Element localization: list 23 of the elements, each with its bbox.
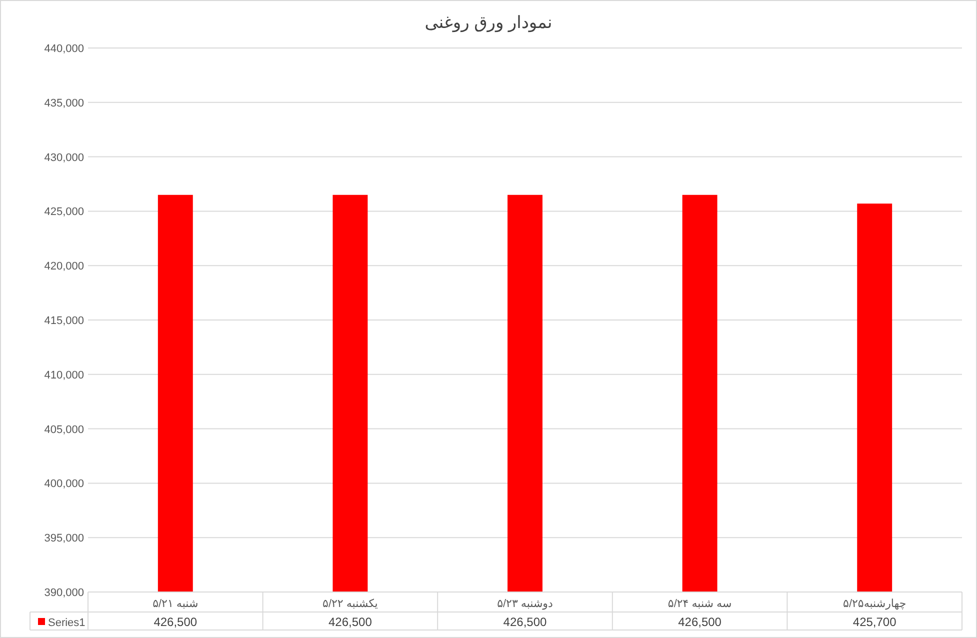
x-tick-label: چهارشنبه۵/۲۵ bbox=[843, 598, 906, 610]
data-label: 426,500 bbox=[328, 615, 372, 629]
x-tick-label: سه شنبه ۵/۲۴ bbox=[668, 598, 732, 610]
legend-label: Series1 bbox=[48, 617, 86, 629]
y-tick-label: 435,000 bbox=[44, 97, 84, 110]
x-tick-label: دوشنبه ۵/۲۳ bbox=[497, 598, 553, 610]
y-tick-label: 390,000 bbox=[44, 587, 84, 599]
data-label: 426,500 bbox=[154, 615, 198, 629]
y-tick-label: 440,000 bbox=[44, 43, 84, 55]
data-label: 426,500 bbox=[678, 615, 722, 629]
y-tick-label: 400,000 bbox=[44, 478, 84, 490]
data-label: 426,500 bbox=[503, 615, 548, 629]
y-tick-label: 405,000 bbox=[44, 424, 84, 436]
y-tick-label: 430,000 bbox=[44, 152, 84, 164]
y-tick-label: 410,000 bbox=[44, 369, 84, 382]
y-tick-label: 395,000 bbox=[44, 532, 84, 545]
x-tick-label: شنبه ۵/۲۱ bbox=[152, 598, 198, 610]
data-label: 425,700 bbox=[852, 615, 897, 629]
y-tick-label: 425,000 bbox=[44, 206, 84, 218]
chart-title: نمودار ورق روغنی bbox=[424, 13, 552, 33]
x-tick-label: یکشنبه ۵/۲۲ bbox=[322, 598, 378, 610]
y-tick-label: 420,000 bbox=[44, 260, 84, 273]
y-tick-label: 415,000 bbox=[44, 315, 84, 327]
